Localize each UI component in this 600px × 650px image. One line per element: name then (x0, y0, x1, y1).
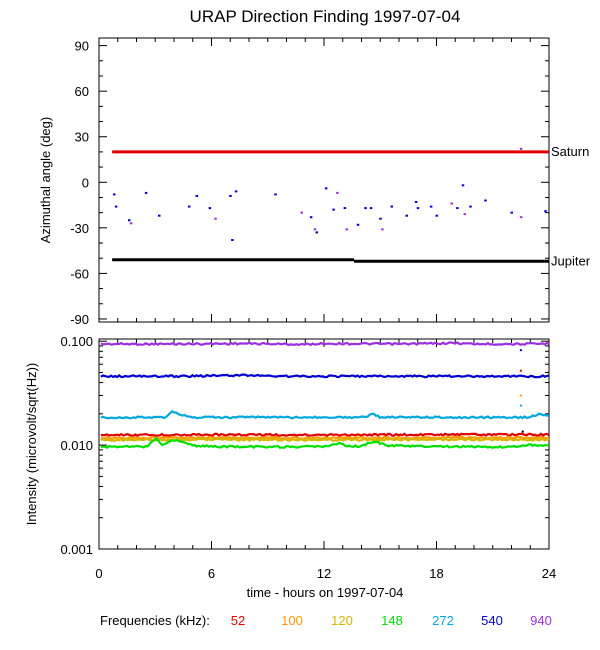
legend-freq-940: 940 (530, 613, 552, 628)
x-tick-label: 18 (429, 566, 443, 581)
legend-freq-148: 148 (381, 613, 403, 628)
azimuth-point (229, 194, 232, 197)
azimuth-point (450, 202, 453, 205)
azimuth-point (343, 207, 347, 210)
azimuth-point (519, 216, 523, 219)
legend-freq-52: 52 (231, 613, 245, 628)
azimuth-panel: 90 60 30 0 -30 -60 -90 Azimuthal angle (deg) Sat… (38, 37, 591, 327)
azimuth-point (356, 223, 360, 226)
intensity-series-120 (100, 437, 550, 443)
azimuth-point (435, 214, 438, 217)
azimuth-point (429, 205, 433, 208)
intensity-point (519, 349, 522, 352)
reference-label-jupiter: Jupiter (551, 253, 591, 268)
intensity-point (519, 369, 522, 372)
legend-freq-120: 120 (331, 613, 353, 628)
intensity-series-52 (100, 432, 550, 438)
azimuth-point (214, 217, 217, 220)
legend-freq-100: 100 (281, 613, 303, 628)
azimuth-point (128, 219, 131, 222)
frequency-legend-label: Frequencies (kHz): (100, 613, 210, 628)
azimuth-point (309, 216, 313, 219)
intensity-series-540 (100, 373, 550, 379)
azimuth-point (390, 205, 393, 208)
intensity-series-272 (100, 409, 550, 420)
x-tick-label: 6 (208, 566, 215, 581)
intensity-series-940 (100, 341, 550, 347)
azimuth-y-axis-label: Azimuthal angle (deg) (38, 117, 53, 243)
azimuth-point (364, 207, 367, 210)
intensity-y-tick-label: 0.001 (60, 542, 93, 557)
azimuth-y-tick-label: 0 (82, 175, 89, 190)
azimuth-point (144, 191, 148, 194)
azimuth-point (461, 184, 465, 187)
azimuth-point (414, 201, 418, 204)
azimuth-point (519, 147, 523, 150)
azimuth-point (315, 231, 318, 234)
azimuth-y-tick-label: 30 (75, 130, 89, 145)
azimuth-point (129, 222, 133, 225)
azimuth-point (510, 211, 513, 214)
azimuth-point (332, 208, 335, 211)
azimuth-point (544, 210, 547, 213)
azimuth-point (158, 214, 161, 217)
azimuth-point (381, 228, 384, 231)
x-tick-label: 12 (317, 566, 331, 581)
azimuth-point (463, 213, 467, 216)
x-tick-label: 24 (542, 566, 556, 581)
azimuth-point (113, 193, 116, 196)
intensity-series-148 (100, 436, 550, 449)
intensity-point (521, 430, 524, 433)
azimuth-point (336, 191, 339, 194)
reference-label-saturn: Saturn (551, 144, 589, 159)
azimuth-point (379, 217, 382, 220)
azimuth-y-tick-label: -30 (70, 221, 89, 236)
x-axis-label: time - hours on 1997-07-04 (247, 585, 404, 600)
azimuth-point (274, 193, 277, 196)
azimuth-point (484, 199, 487, 202)
azimuth-point (345, 228, 348, 231)
legend-freq-540: 540 (481, 613, 503, 628)
azimuth-y-tick-label: 90 (75, 39, 89, 54)
azimuth-point (369, 207, 373, 210)
azimuth-point (231, 238, 234, 241)
azimuth-point (300, 211, 303, 214)
azimuth-point (469, 205, 472, 208)
azimuth-point (456, 207, 459, 210)
azimuth-point (416, 207, 420, 210)
azimuth-point (234, 190, 238, 193)
intensity-y-axis-label: Intensity (microvolt/sqrt(Hz)) (24, 363, 39, 526)
intensity-series-100 (100, 435, 549, 441)
intensity-y-tick-label: 0.100 (60, 334, 93, 349)
azimuth-point (208, 207, 212, 210)
azimuth-y-tick-label: -90 (70, 312, 89, 327)
intensity-point (519, 394, 522, 397)
azimuth-point (195, 194, 198, 197)
legend-freq-272: 272 (432, 613, 454, 628)
chart-title: URAP Direction Finding 1997-07-04 (190, 7, 461, 26)
frequency-legend: Frequencies (kHz): 52 100 120 148 272 540 940 (100, 613, 552, 628)
azimuth-point (324, 187, 328, 190)
x-tick-label: 0 (95, 566, 102, 581)
azimuth-point (114, 205, 118, 208)
intensity-y-tick-label: 0.010 (60, 438, 93, 453)
azimuth-point (188, 205, 191, 208)
azimuth-y-tick-label: -60 (70, 266, 89, 281)
azimuth-point (405, 214, 408, 217)
azimuth-plot-frame (98, 37, 550, 323)
intensity-point (519, 404, 522, 407)
azimuth-y-tick-label: 60 (75, 84, 89, 99)
azimuth-point (313, 228, 317, 231)
